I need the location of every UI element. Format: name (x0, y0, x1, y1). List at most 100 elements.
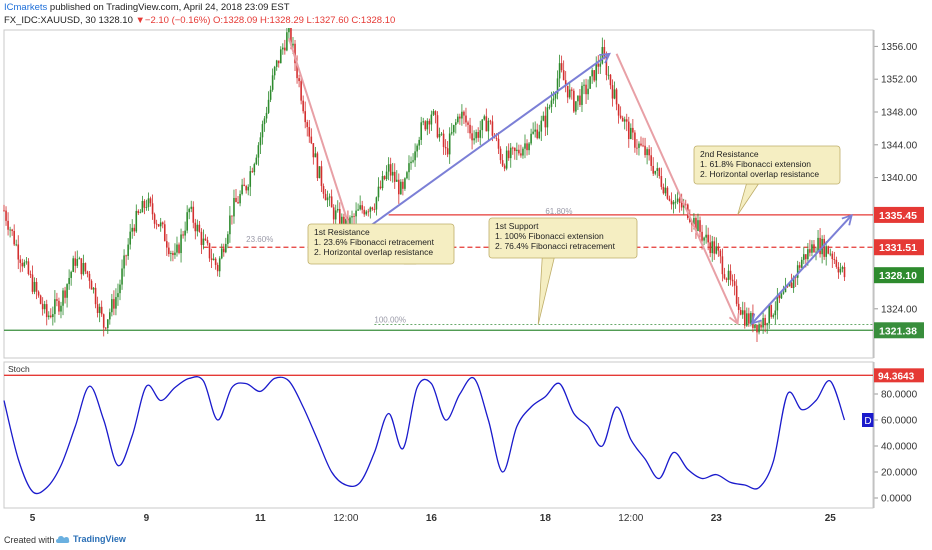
candle (776, 287, 779, 320)
candle (839, 262, 842, 275)
candle (155, 219, 158, 230)
candle (457, 113, 459, 124)
candle (434, 110, 437, 124)
candle (841, 265, 844, 273)
trend-arrow[interactable] (287, 37, 356, 241)
candle (314, 146, 317, 158)
tradingview-logo[interactable]: TradingView (56, 534, 126, 544)
candle (373, 203, 376, 213)
candle (123, 249, 125, 277)
fib-label: 100.00% (374, 315, 406, 324)
candle (76, 250, 79, 269)
candle (837, 262, 840, 279)
candle (66, 283, 68, 308)
candle (218, 256, 221, 278)
candle (743, 302, 746, 329)
candle (245, 184, 247, 194)
trend-arrow[interactable] (750, 213, 853, 325)
chart-header: ICmarkets published on TradingView.com, … (0, 0, 932, 28)
candle (239, 190, 241, 207)
candle (361, 200, 363, 214)
candle (666, 186, 669, 200)
candle (147, 192, 150, 211)
candle (459, 113, 461, 125)
candle (172, 250, 174, 262)
candle (446, 141, 449, 158)
price-label-1335.45: 1335.45 (874, 206, 924, 223)
candle (357, 203, 359, 211)
candle (585, 78, 587, 104)
candle (133, 224, 136, 236)
candle (670, 192, 673, 210)
candle (288, 28, 290, 42)
candle (365, 209, 368, 216)
candle (774, 301, 777, 325)
candle (243, 177, 245, 187)
candle (750, 311, 752, 327)
candle (699, 216, 701, 238)
candle (255, 154, 258, 166)
candle (247, 184, 250, 196)
time-tick-label: 18 (540, 513, 552, 524)
candle (729, 264, 732, 286)
candle (542, 111, 545, 122)
candle (178, 242, 180, 255)
candle (630, 123, 632, 140)
candle (11, 228, 13, 236)
candle (377, 177, 380, 202)
candle (62, 287, 64, 316)
candle (249, 165, 252, 197)
candle (664, 178, 667, 197)
candle (400, 179, 402, 195)
candle (703, 236, 705, 246)
callout-line: 2. Horizontal overlap resistance (314, 247, 433, 257)
candle (168, 242, 170, 257)
candle (60, 301, 62, 319)
candle (39, 294, 42, 305)
trend-arrow[interactable] (615, 53, 740, 326)
candle (212, 253, 215, 261)
candle (131, 219, 134, 239)
candle (306, 119, 309, 137)
stoch-marker[interactable]: D (862, 413, 874, 427)
candle (440, 132, 443, 136)
candle (748, 307, 750, 327)
candle (499, 146, 502, 164)
candle (833, 251, 836, 264)
candle (607, 66, 610, 80)
candle (467, 120, 469, 134)
candle (723, 267, 726, 280)
candle (336, 200, 339, 213)
candle (780, 291, 783, 299)
candle (674, 194, 677, 209)
candle (646, 147, 648, 165)
candle (80, 258, 83, 280)
candle (277, 60, 280, 68)
candle (13, 224, 15, 247)
candle (672, 199, 675, 214)
candle (282, 43, 284, 55)
candle (430, 110, 433, 131)
candle (363, 206, 366, 217)
candle (613, 81, 616, 100)
publisher-link[interactable]: ICmarkets (4, 2, 48, 13)
candle (483, 114, 486, 121)
candle (214, 257, 217, 270)
trend-arrow[interactable] (352, 52, 611, 240)
candle (72, 255, 74, 273)
candle (461, 104, 463, 126)
candle (717, 242, 720, 257)
candle (831, 251, 834, 268)
price-label-1331.51: 1331.51 (874, 239, 924, 256)
candle (827, 245, 830, 255)
candle (507, 143, 510, 161)
candle (206, 236, 209, 246)
time-tick-label: 25 (825, 513, 837, 524)
candle (375, 196, 378, 216)
candle (772, 313, 775, 319)
candle (448, 127, 451, 164)
